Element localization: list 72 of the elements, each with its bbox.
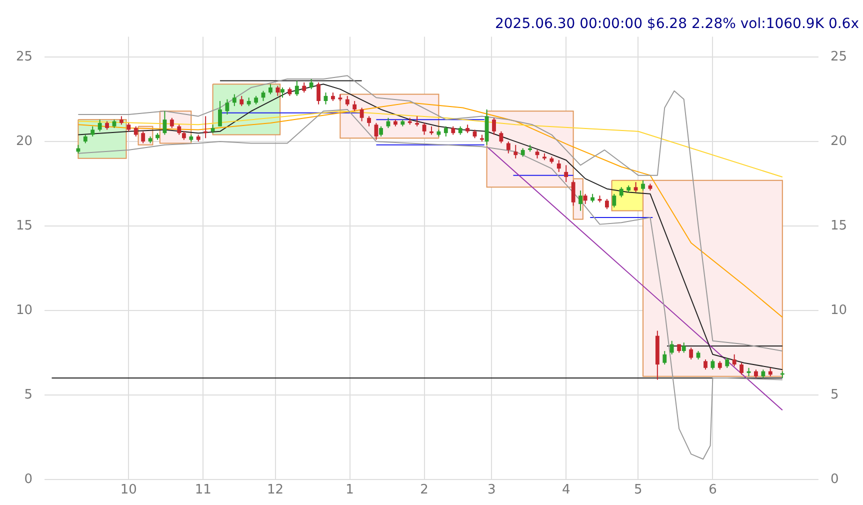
candlestick (682, 342, 686, 354)
candlestick (360, 107, 364, 122)
y2-tick-label: 0 (830, 472, 839, 487)
candlestick (499, 130, 504, 144)
candlestick (612, 193, 616, 208)
x-tick-label: 6 (708, 482, 717, 498)
candlestick (204, 116, 208, 139)
y-tick-label: 15 (16, 218, 33, 234)
candlestick (352, 100, 357, 112)
candlestick (294, 80, 299, 96)
candlestick (740, 362, 744, 376)
candlestick (415, 116, 420, 127)
chart-title: 2025.06.30 00:00:00 $6.28 2.28% vol:1060.9K 0.6x (494, 16, 859, 32)
y-tick-label: 5 (24, 387, 33, 402)
candlestick (177, 124, 182, 136)
candlestick (280, 86, 284, 98)
y2-tick-label: 15 (830, 218, 848, 234)
candlestick (268, 84, 272, 95)
candlestick (725, 357, 730, 368)
candlestick (232, 94, 236, 107)
candlestick (492, 117, 496, 136)
x-tick-label: 12 (267, 482, 284, 498)
candlestick (90, 126, 95, 137)
candlestick (225, 98, 230, 116)
candlestick (302, 82, 306, 94)
candlestick (240, 95, 244, 107)
x-tick-label: 2 (420, 482, 428, 498)
candlestick (604, 198, 609, 210)
candlestick (141, 130, 146, 144)
y2-tick-label: 25 (830, 49, 848, 64)
candlestick (422, 122, 426, 136)
candlestick (619, 186, 624, 198)
candlestick (689, 347, 694, 360)
candlestick (309, 78, 314, 90)
candlestick (514, 144, 518, 159)
candlestick (218, 100, 222, 127)
x-tick-label: 10 (120, 482, 137, 498)
candlestick (134, 126, 138, 137)
candlestick (379, 126, 383, 137)
candlestick (98, 119, 102, 132)
candlestick (571, 180, 576, 206)
candlestick (564, 164, 568, 183)
candlestick (506, 141, 510, 154)
candlestick (345, 95, 350, 107)
candlestick (732, 354, 736, 367)
y2-tick-label: 10 (830, 302, 848, 318)
candlestick (556, 160, 561, 172)
candlestick (444, 126, 448, 137)
x-tick-label: 5 (634, 482, 642, 498)
y-tick-label: 25 (16, 49, 33, 64)
y2-tick-label: 20 (830, 134, 848, 149)
candlestick (316, 82, 320, 105)
x-tick-label: 4 (562, 482, 570, 498)
y-tick-label: 0 (24, 472, 33, 487)
candlestick (670, 340, 674, 355)
candlestick (710, 358, 715, 370)
y2-tick-label: 5 (830, 387, 839, 402)
candlestick (662, 350, 667, 366)
candlestick (641, 180, 645, 192)
candlestick (578, 190, 582, 212)
candlestick (276, 85, 280, 96)
x-tick-label: 11 (194, 482, 212, 498)
candlestick (170, 117, 174, 129)
y-tick-label: 10 (16, 302, 33, 318)
candlestick (634, 182, 638, 193)
x-tick-label: 1 (346, 482, 354, 498)
candlestick (704, 358, 708, 370)
candlestick (374, 122, 378, 140)
candlestick (583, 193, 588, 205)
candlestick (367, 116, 371, 127)
x-tick-label: 3 (487, 482, 496, 498)
y-tick-label: 20 (16, 134, 33, 149)
